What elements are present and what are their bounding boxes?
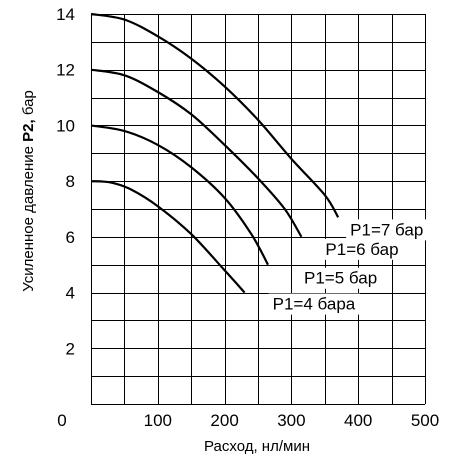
x-tick-label: 200 xyxy=(210,411,238,430)
series-line-2 xyxy=(90,68,303,238)
y-axis-label-bold: P2, xyxy=(20,119,37,142)
tick-labels: 0 100 200 300 400 500 2 4 6 8 10 12 14 xyxy=(56,5,439,430)
series-label-bg xyxy=(346,219,428,241)
series-label-bg xyxy=(268,293,360,315)
y-tick-label: 12 xyxy=(56,61,75,80)
y-axis-label: Усиленное давление P2, бар xyxy=(20,90,37,292)
y-tick-label: 8 xyxy=(66,172,75,191)
series-label-group: P1=4 бара xyxy=(268,293,360,315)
series-label: P1=5 бар xyxy=(304,269,377,288)
series-label: P1=4 бара xyxy=(273,295,356,314)
y-tick-label: 4 xyxy=(66,284,75,303)
x-tick-label: 300 xyxy=(277,411,305,430)
series-label-group: P1=7 бар xyxy=(346,219,428,241)
x-tick-label: 100 xyxy=(144,411,172,430)
y-tick-label: 2 xyxy=(66,339,75,358)
series-label-bg xyxy=(321,238,403,260)
series-label-group: P1=5 бар xyxy=(300,267,382,289)
series-line-3 xyxy=(90,124,269,266)
series-label-bg xyxy=(300,267,382,289)
series-label: P1=7 бар xyxy=(350,220,423,239)
series-label: P1=6 бар xyxy=(325,240,398,259)
series-label-group: P1=6 бар xyxy=(321,238,403,260)
y-axis-label-suffix: бар xyxy=(20,90,37,119)
y-tick-label: 14 xyxy=(56,5,75,24)
x-tick-label: 0 xyxy=(57,411,66,430)
x-axis-label: Расход, нл/мин xyxy=(204,438,310,455)
x-tick-label: 400 xyxy=(344,411,372,430)
y-tick-label: 6 xyxy=(66,228,75,247)
series-line-1 xyxy=(90,12,340,218)
curves xyxy=(90,12,340,294)
grid xyxy=(91,14,426,405)
x-tick-label: 500 xyxy=(411,411,439,430)
series-line-4 xyxy=(90,180,246,294)
y-tick-label: 10 xyxy=(56,116,75,135)
y-axis-label-prefix: Усиленное давление xyxy=(20,142,37,292)
